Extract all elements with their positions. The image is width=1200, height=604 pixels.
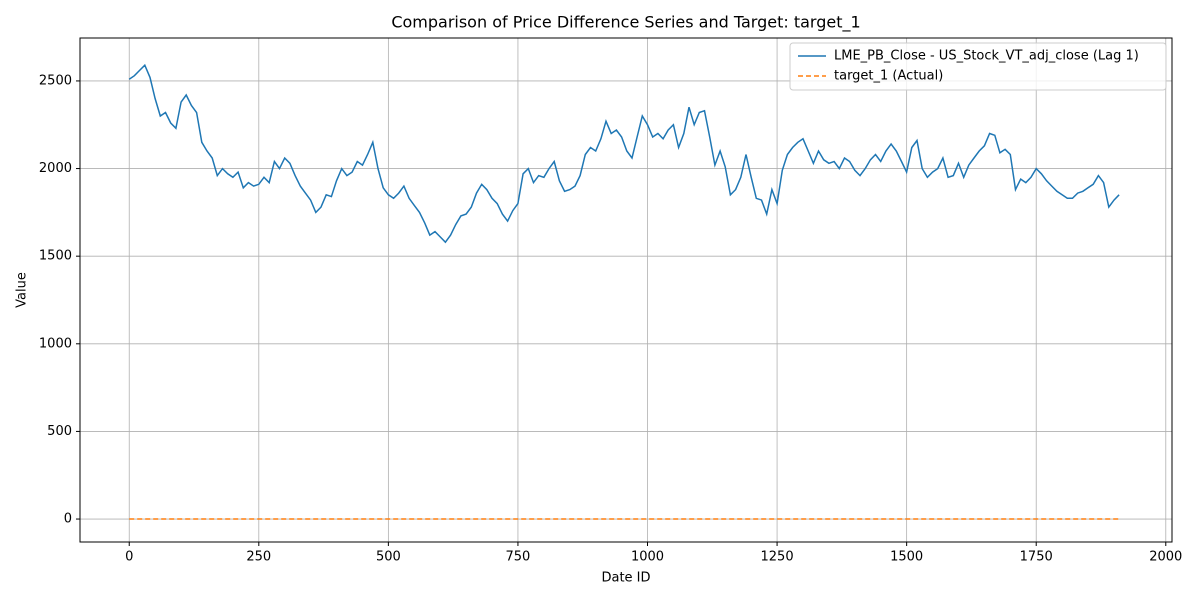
- legend-label: target_1 (Actual): [834, 69, 943, 84]
- y-tick-label: 2500: [39, 73, 72, 88]
- y-tick-label: 500: [47, 424, 72, 439]
- x-tick-label: 500: [376, 550, 401, 565]
- x-tick-label: 750: [506, 550, 531, 565]
- x-tick-label: 0: [125, 550, 133, 565]
- y-tick-label: 1000: [39, 336, 72, 351]
- x-axis-label: Date ID: [601, 571, 650, 586]
- legend-label: LME_PB_Close - US_Stock_VT_adj_close (La…: [834, 49, 1139, 64]
- plot-frame: [79, 37, 1173, 543]
- x-tick-label: 1000: [631, 550, 664, 565]
- chart-title: Comparison of Price Difference Series an…: [391, 13, 860, 33]
- x-tick-label: 1250: [761, 550, 794, 565]
- legend-box: [789, 42, 1167, 91]
- y-tick-label: 2000: [39, 161, 72, 176]
- x-tick-label: 1750: [1020, 550, 1053, 565]
- x-tick-label: 1500: [890, 550, 923, 565]
- x-tick-label: 250: [246, 550, 271, 565]
- series-line: [128, 63, 1120, 244]
- y-tick-label: 0: [64, 512, 72, 527]
- x-tick-label: 2000: [1149, 550, 1182, 565]
- y-axis-label: Value: [15, 272, 30, 308]
- y-tick-label: 1500: [39, 249, 72, 264]
